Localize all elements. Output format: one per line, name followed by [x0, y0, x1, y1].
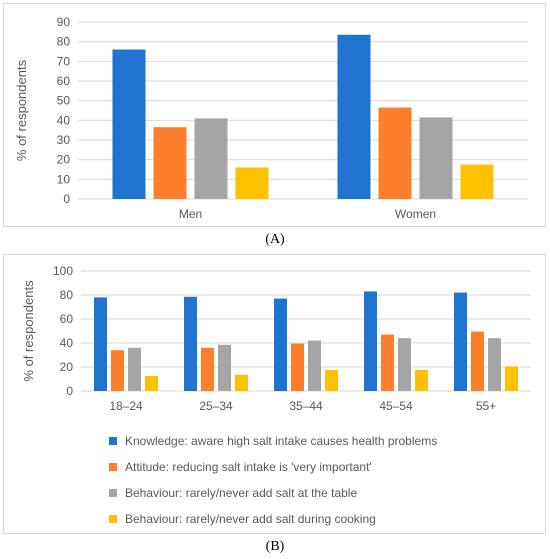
legend-item: Behaviour: rarely/never add salt during …	[109, 506, 437, 532]
chart-b-bar	[364, 291, 377, 391]
chart-a-bar	[460, 164, 494, 199]
chart-a-y-tick-label: 50	[57, 94, 71, 108]
chart-b-bar	[308, 340, 321, 391]
chart-b-y-tick-label: 40	[60, 336, 74, 350]
chart-b-x-tick-label: 25–34	[199, 399, 233, 413]
chart-a-y-tick-label: 40	[57, 113, 71, 127]
legend-swatch	[109, 437, 117, 445]
chart-a-bar	[235, 167, 269, 199]
chart-a-y-tick-label: 30	[57, 133, 71, 147]
chart-a-panel: 0 10 20 30 40 50 60 70 80 90 % of respondents Men Wo…	[3, 3, 546, 227]
legend-item: Behaviour: rarely/never add salt at the …	[109, 480, 437, 506]
chart-b-bar	[274, 298, 287, 391]
chart-b-x-tick-label: 18–24	[109, 399, 143, 413]
chart-b-bar	[471, 331, 484, 391]
chart-a-x-tick-label: Men	[179, 207, 202, 221]
chart-b-bar	[415, 370, 428, 391]
chart-b-y-tick-label: 20	[60, 360, 74, 374]
chart-b-legend: Knowledge: aware high salt intake causes…	[109, 428, 437, 532]
chart-b-bar	[235, 374, 248, 391]
chart-b-y-tick-label: 60	[60, 312, 74, 326]
chart-b-bar	[454, 292, 467, 391]
chart-a-bar	[153, 127, 187, 199]
legend-swatch	[109, 515, 117, 523]
legend-swatch	[109, 489, 117, 497]
chart-b-bar	[145, 376, 158, 391]
chart-a-y-tick-label: 60	[57, 74, 71, 88]
chart-a-bar	[112, 49, 146, 200]
chart-a-y-tick-label: 20	[57, 153, 71, 167]
chart-b-bar	[325, 370, 338, 391]
legend-swatch	[109, 463, 117, 471]
legend-item: Knowledge: aware high salt intake causes…	[109, 428, 437, 454]
chart-a-y-axis-label: % of respondents	[14, 59, 29, 161]
chart-b-x-tick-label: 55+	[476, 399, 496, 413]
legend-label: Attitude: reducing salt intake is 'very …	[125, 460, 372, 474]
chart-b-bar	[488, 338, 501, 391]
legend-item: Attitude: reducing salt intake is 'very …	[109, 454, 437, 480]
chart-b-y-tick-label: 0	[66, 384, 73, 398]
chart-a-y-tick-label: 80	[57, 35, 71, 49]
legend-label: Behaviour: rarely/never add salt at the …	[125, 486, 358, 500]
chart-b-panel: 0 20 40 60 80 100 % of respondents 18–24 25–34 35…	[3, 254, 546, 534]
chart-b-bar	[291, 343, 304, 391]
chart-a-y-tick-label: 0	[63, 192, 70, 206]
chart-b-bar	[94, 297, 107, 391]
chart-b-bar	[218, 344, 231, 391]
chart-b-bar	[184, 296, 197, 391]
chart-b-y-tick-label: 80	[60, 288, 74, 302]
legend-label: Behaviour: rarely/never add salt during …	[125, 512, 376, 526]
chart-b-bar	[128, 347, 141, 391]
chart-b-bar	[381, 334, 394, 391]
chart-a-svg: 0 10 20 30 40 50 60 70 80 90 % of respondents Men Wo…	[14, 15, 528, 221]
chart-b-bar	[201, 347, 214, 391]
chart-a-y-tick-label: 90	[57, 15, 71, 29]
chart-b-svg: 0 20 40 60 80 100 % of respondents 18–24 25–34 35…	[21, 264, 531, 413]
chart-b-x-tick-label: 35–44	[289, 399, 323, 413]
chart-b-y-tick-label: 100	[53, 264, 73, 278]
chart-b-x-tick-label: 45–54	[379, 399, 413, 413]
chart-a-bar	[419, 117, 453, 199]
chart-a-y-tick-label: 70	[57, 54, 71, 68]
chart-b-caption: (B)	[265, 539, 285, 554]
chart-b-bar	[505, 366, 518, 391]
chart-a-caption: (A)	[265, 232, 285, 247]
chart-a-bar	[194, 118, 228, 199]
chart-b-y-axis-label: % of respondents	[21, 280, 36, 382]
chart-a-x-tick-label: Women	[395, 207, 436, 221]
legend-label: Knowledge: aware high salt intake causes…	[125, 434, 438, 448]
chart-a-bar	[337, 34, 371, 200]
chart-b-bar	[398, 338, 411, 391]
chart-a-y-tick-label: 10	[57, 172, 71, 186]
chart-a-bar	[378, 107, 412, 199]
chart-b-bar	[111, 350, 124, 391]
